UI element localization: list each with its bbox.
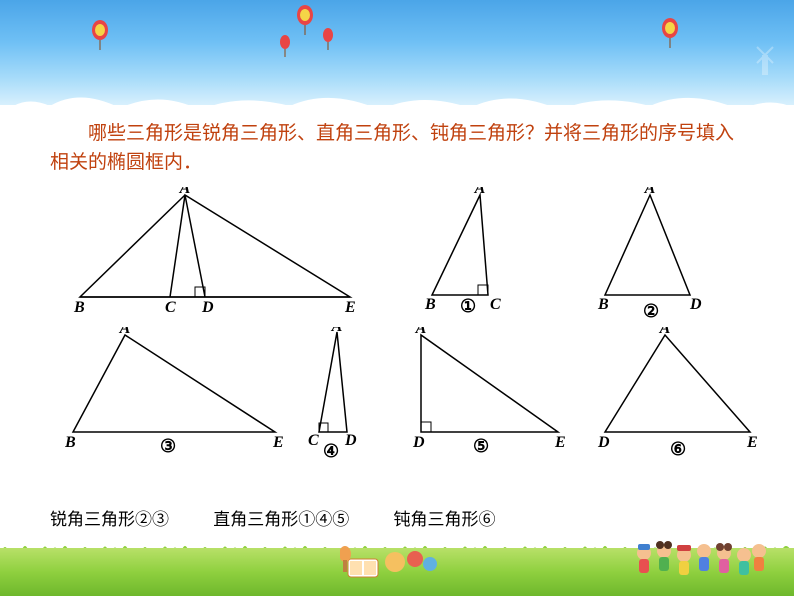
diagram-tri6: A D E ⑥	[595, 327, 775, 462]
svg-text:C: C	[308, 432, 319, 449]
answer-right: 直角三角形①④⑤	[213, 510, 349, 529]
answers-row: 锐角三角形②③ 直角三角形①④⑤ 钝角三角形⑥	[50, 505, 744, 530]
svg-text:D: D	[201, 299, 214, 316]
diagrams-container: A B C D E A B C ① A B D ② A B E	[50, 187, 750, 487]
svg-text:D: D	[344, 432, 357, 449]
svg-text:B: B	[424, 296, 436, 313]
svg-text:D: D	[412, 434, 425, 451]
diagram-tri5: A D E ⑤	[403, 327, 583, 462]
svg-text:D: D	[597, 434, 610, 451]
svg-text:E: E	[272, 434, 284, 451]
diagram-tri2: A B D ②	[595, 187, 725, 322]
svg-text:A: A	[179, 187, 191, 197]
svg-text:③: ③	[160, 436, 176, 456]
svg-text:C: C	[165, 299, 176, 316]
svg-text:B: B	[597, 296, 609, 313]
diagram-tri1: A B C ①	[420, 187, 530, 322]
svg-text:⑥: ⑥	[670, 439, 686, 459]
svg-text:C: C	[490, 296, 501, 313]
diagram-tri4: A C D ④	[305, 327, 375, 462]
content-area: 哪些三角形是锐角三角形、直角三角形、钝角三角形？并将三角形的序号填入相关的椭圆框…	[0, 120, 794, 530]
svg-text:E: E	[554, 434, 566, 451]
svg-text:E: E	[344, 299, 356, 316]
svg-text:②: ②	[643, 301, 659, 321]
diagram-composite: A B C D E	[70, 187, 370, 322]
svg-text:A: A	[119, 327, 131, 337]
svg-text:B: B	[73, 299, 85, 316]
svg-text:E: E	[746, 434, 758, 451]
svg-text:A: A	[659, 327, 671, 337]
svg-text:A: A	[644, 187, 656, 197]
svg-text:A: A	[474, 187, 486, 197]
answer-obtuse: 钝角三角形⑥	[394, 510, 496, 529]
svg-text:⑤: ⑤	[473, 436, 489, 456]
svg-text:④: ④	[323, 441, 339, 461]
diagram-tri3: A B E ③	[65, 327, 295, 462]
cloud-edge	[0, 88, 794, 123]
svg-text:A: A	[415, 327, 427, 337]
answer-acute: 锐角三角形②③	[50, 510, 169, 529]
svg-text:A: A	[331, 327, 343, 335]
kids-decoration	[634, 533, 774, 588]
question-text: 哪些三角形是锐角三角形、直角三角形、钝角三角形？并将三角形的序号填入相关的椭圆框…	[50, 120, 744, 177]
svg-text:B: B	[65, 434, 76, 451]
svg-text:D: D	[689, 296, 702, 313]
svg-text:①: ①	[460, 296, 476, 316]
center-decoration	[340, 544, 460, 584]
